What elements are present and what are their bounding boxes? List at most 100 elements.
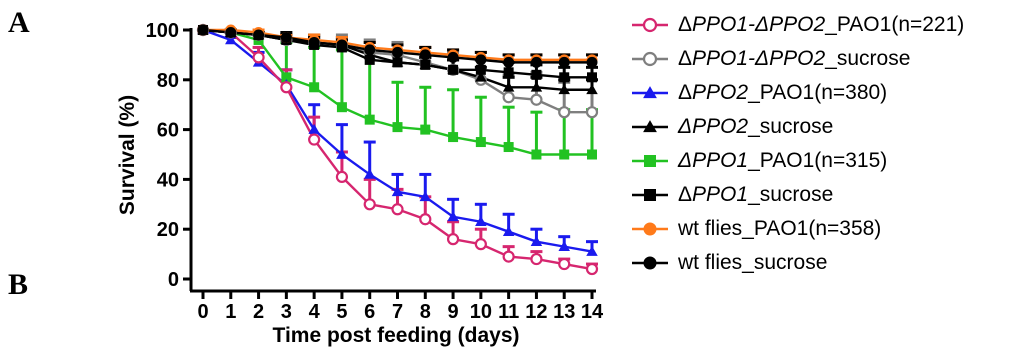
data-point	[559, 72, 570, 83]
legend-label: ΔPPO1-ΔPPO2_PAO1(n=221)	[678, 13, 965, 36]
data-point	[280, 31, 292, 43]
data-point	[475, 64, 486, 75]
data-point	[587, 149, 597, 160]
y-tick-label: 60	[157, 120, 179, 142]
data-point	[558, 240, 570, 251]
x-tick-label: 11	[498, 301, 519, 323]
legend-item: ΔPPO1_PAO1(n=315)	[630, 144, 1010, 178]
data-point	[502, 250, 515, 263]
legend-item: ΔPPO2_PAO1(n=380)	[630, 76, 1010, 110]
data-point	[420, 59, 431, 70]
x-tick-label: 7	[392, 301, 403, 323]
x-tick-label: 10	[470, 301, 492, 323]
data-point	[503, 142, 514, 153]
data-point	[531, 149, 542, 160]
y-tick-label: 0	[168, 269, 179, 291]
legend-marker	[642, 51, 658, 67]
data-point	[502, 81, 515, 92]
x-tick-label: 4	[309, 301, 321, 323]
legend-item: wt flies_PAO1(n=358)	[630, 212, 1010, 246]
legend-label: wt flies_sucrose	[678, 251, 828, 274]
data-point	[558, 106, 571, 119]
series-markers	[196, 23, 599, 276]
data-point	[308, 123, 320, 134]
data-point	[364, 44, 376, 56]
legend-item: wt flies_sucrose	[630, 246, 1010, 280]
data-point	[225, 34, 237, 45]
data-point	[586, 245, 598, 256]
data-point	[364, 54, 375, 65]
x-tick-label: 14	[581, 301, 604, 323]
data-point	[530, 56, 542, 68]
data-point	[281, 72, 292, 83]
data-point	[530, 93, 543, 106]
data-point	[448, 132, 459, 143]
data-point	[475, 54, 487, 66]
x-tick-label: 13	[553, 301, 575, 323]
data-point	[447, 211, 459, 222]
legend-marker	[644, 155, 656, 167]
x-tick-label: 1	[225, 301, 236, 323]
legend-swatch	[632, 17, 668, 33]
data-point	[363, 198, 376, 211]
data-point	[197, 24, 209, 36]
data-point	[502, 225, 515, 237]
legend-marker	[642, 17, 658, 33]
data-point	[335, 170, 349, 184]
data-point	[392, 122, 403, 133]
data-point	[336, 39, 348, 51]
data-point	[391, 203, 404, 216]
legend-swatch	[632, 256, 668, 270]
legend-swatch	[632, 51, 668, 67]
data-point	[587, 72, 597, 83]
data-point	[336, 148, 348, 159]
legend-item: ΔPPO1-ΔPPO2_PAO1(n=221)	[630, 8, 1010, 42]
data-point	[531, 69, 542, 80]
y-tick-label: 100	[146, 20, 179, 42]
data-point	[253, 29, 265, 41]
data-point	[364, 114, 375, 125]
data-point	[419, 191, 432, 202]
legend-marker	[643, 86, 657, 99]
data-point	[475, 137, 486, 148]
x-axis-label: Time post feeding (days)	[273, 324, 520, 347]
legend-item: ΔPPO1_sucrose	[630, 178, 1010, 212]
legend-label: ΔPPO1_sucrose	[678, 183, 834, 206]
legend-swatch	[632, 86, 668, 99]
legend-marker	[643, 256, 657, 270]
error-bars	[224, 28, 598, 270]
x-tick-label: 9	[448, 301, 459, 323]
data-point	[559, 149, 570, 160]
data-point	[475, 215, 487, 227]
x-tick-label: 6	[364, 301, 375, 323]
data-point	[280, 81, 293, 94]
panel-label-b: B	[8, 268, 29, 301]
legend-swatch	[632, 222, 668, 236]
data-point	[530, 81, 543, 92]
panel-label-a: A	[8, 6, 30, 39]
legend-label: wt flies_PAO1(n=358)	[678, 217, 882, 240]
data-point	[391, 186, 404, 197]
legend-label: ΔPPO2_sucrose	[678, 115, 834, 138]
data-point	[530, 235, 543, 246]
data-point	[586, 56, 598, 68]
legend-label: ΔPPO2_PAO1(n=380)	[678, 81, 888, 104]
data-point	[502, 91, 515, 104]
data-point	[392, 46, 403, 58]
y-tick-label: 80	[157, 70, 179, 92]
data-point	[336, 102, 347, 113]
data-point	[446, 233, 460, 246]
x-tick-label: 5	[336, 301, 347, 323]
x-tick-label: 3	[281, 301, 292, 323]
data-point	[503, 56, 515, 68]
data-point	[558, 84, 570, 95]
data-point	[420, 124, 431, 135]
data-point	[419, 213, 432, 226]
data-point	[585, 106, 599, 119]
data-point	[309, 82, 320, 93]
data-point	[558, 56, 570, 68]
legend-marker	[644, 189, 656, 201]
x-tick-label: 8	[420, 301, 431, 323]
y-tick-label: 40	[157, 169, 179, 191]
